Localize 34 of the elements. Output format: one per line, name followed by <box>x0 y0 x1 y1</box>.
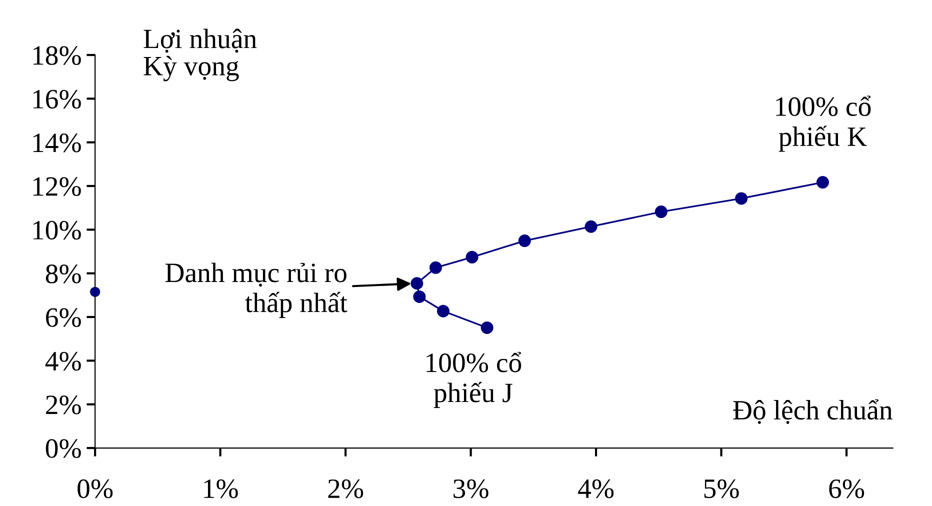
y-tick-label: 2% <box>46 396 81 414</box>
y-tick-label: 12% <box>33 177 81 196</box>
annotation: 100% cổ phiếu K <box>776 96 871 152</box>
point <box>413 290 426 303</box>
x-tick-label: 1% <box>204 479 238 498</box>
x-tick-label: 5% <box>704 479 739 498</box>
y-tick-label: 8% <box>46 264 81 284</box>
x-tick-label: 2% <box>328 479 364 498</box>
y-tick-label: 6% <box>46 308 81 328</box>
x-tick-label: 3% <box>454 479 488 498</box>
point <box>410 277 424 290</box>
x-tick-label: 0% <box>78 479 113 498</box>
y-tick-label: 0% <box>46 439 81 458</box>
annotation: 100% cổ phiếu J <box>426 352 522 408</box>
annotation: Danh mục rủi ro thấp nhất <box>165 262 348 318</box>
point <box>90 286 100 297</box>
x-tick-label: 4% <box>578 479 614 498</box>
y-axis-title: Lợi nhuận Kỳ vọng <box>144 28 257 82</box>
x-tick-label: 6% <box>829 479 864 498</box>
y-tick-label: 18% <box>33 46 81 66</box>
point <box>735 192 748 205</box>
x-axis-title: Độ lệch chuẩn <box>733 399 892 424</box>
y-tick-label: 4% <box>45 352 81 371</box>
point <box>466 250 478 264</box>
point <box>480 321 494 334</box>
y-tick-label: 10% <box>33 220 81 240</box>
point <box>584 220 598 233</box>
point <box>436 304 450 318</box>
point <box>518 234 531 248</box>
point <box>429 261 442 274</box>
y-tick-label: 16% <box>33 90 81 109</box>
y-tick-label: 14% <box>33 134 81 152</box>
point <box>654 206 668 218</box>
point <box>816 176 829 189</box>
